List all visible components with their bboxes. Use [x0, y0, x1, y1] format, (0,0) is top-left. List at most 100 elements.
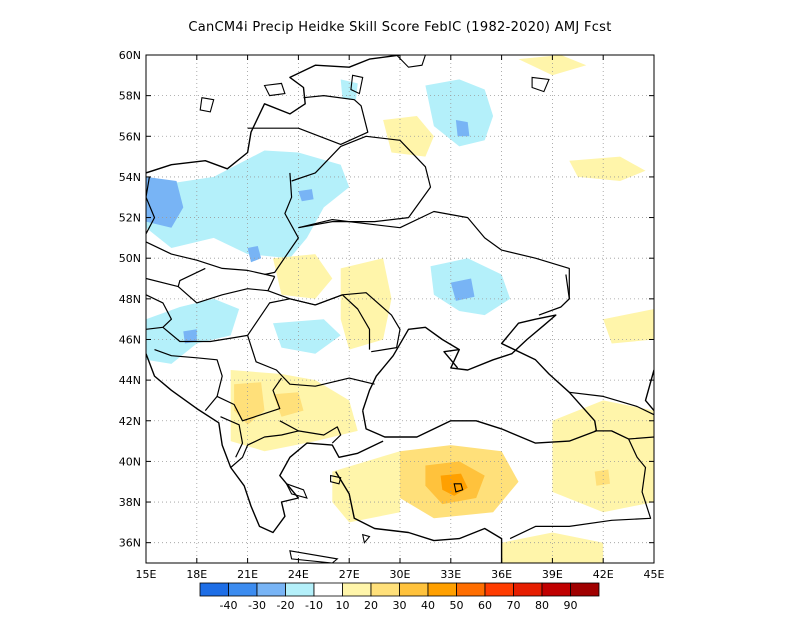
region-blue-west-poland-core [146, 176, 184, 228]
colorbar-label: 50 [450, 599, 464, 612]
border-poland-south [146, 241, 275, 278]
colorbar-cell [313, 582, 343, 597]
border-caucasus [569, 391, 654, 416]
region-blue-baltic-core [455, 120, 470, 137]
tick-label-lon: 39E [542, 568, 563, 581]
colorbar-cell [342, 582, 372, 597]
island-saaremaa [263, 82, 286, 97]
colorbar-cell [256, 582, 286, 597]
colorbar-label: 40 [421, 599, 435, 612]
island-rybinsk-reservoir [531, 76, 550, 93]
country-borders [146, 94, 654, 540]
tick-label-lat: 46N [119, 333, 141, 346]
tick-label-lat: 52N [119, 212, 141, 225]
region-yellow-caucasus [552, 400, 654, 513]
colorbar-cell [399, 582, 429, 597]
islands-and-lakes [199, 55, 550, 563]
region-blue-ukraine-core [450, 278, 475, 301]
tick-label-lat: 50N [119, 252, 141, 265]
tick-label-lat: 40N [119, 455, 141, 468]
colorbar-cell [456, 582, 486, 597]
tick-label-lat: 56N [119, 130, 141, 143]
colorbar-cell [513, 582, 543, 597]
border-greece-north [230, 430, 299, 468]
colorbar-label: 10 [336, 599, 350, 612]
region-yellow-russia-far-north [518, 55, 587, 76]
colorbar-label: 60 [478, 599, 492, 612]
colorbar-cell [541, 582, 571, 597]
colorbar-cell [228, 582, 258, 597]
axis-ticks: 15E 18E 21E 24E 27E 30E 33E 36E 39E 42E 45E 36N 38N 4… [119, 49, 665, 581]
tick-label-lon: 42E [593, 568, 614, 581]
border-bulgaria-south [279, 420, 342, 444]
colorbar-label: -30 [248, 599, 266, 612]
island-gotland [199, 97, 215, 113]
colorbar-cell [427, 582, 457, 597]
colorbar-label: -40 [220, 599, 238, 612]
region-blue-baltic-north [425, 79, 494, 147]
tick-label-lat: 36N [119, 537, 141, 550]
colorbar-label: 20 [364, 599, 378, 612]
tick-label-lon: 24E [288, 568, 309, 581]
region-yellow-russia-north [383, 116, 434, 157]
tick-label-lon: 18E [186, 568, 207, 581]
border-austria-hungary [146, 294, 172, 330]
border-moldova [341, 294, 371, 350]
region-blue-lithuania [340, 79, 358, 100]
island-rhodes [361, 533, 371, 544]
colorbar-cell [370, 582, 400, 597]
region-blue-romania-west [273, 319, 341, 354]
colorbar-label: 90 [564, 599, 578, 612]
tick-label-lon: 36E [491, 568, 512, 581]
island-cyprus-or-lake [453, 483, 464, 493]
tick-label-lat: 54N [119, 171, 141, 184]
region-yellow-ukraine-west [273, 254, 333, 299]
colorbar-cell [484, 582, 514, 597]
border-ukraine-north [298, 210, 570, 308]
region-yellow-east-russia [569, 156, 646, 181]
tick-label-lat: 60N [119, 49, 141, 62]
tick-label-lon: 45E [644, 568, 665, 581]
border-hungary-south [162, 326, 248, 343]
coastlines [146, 55, 654, 563]
border-romania-south [247, 335, 375, 387]
border-albania-macedonia [220, 416, 244, 458]
region-blue-belarus-spot [298, 189, 314, 202]
region-yellow-ukraine-east-edge [603, 309, 654, 344]
border-baltics [247, 94, 369, 145]
border-poland-germany [146, 176, 156, 235]
chart-title: CanCM4i Precip Heidke Skill Score FebIC … [188, 20, 612, 35]
coast-turkey-south-coast [335, 471, 503, 563]
tick-label-lon: 15E [136, 568, 157, 581]
tick-label-lon: 21E [237, 568, 258, 581]
border-czech [146, 267, 206, 288]
island-lake-peipus [350, 74, 364, 95]
tick-label-lon: 27E [339, 568, 360, 581]
island-lesbos [330, 474, 342, 485]
colorbar-label: 30 [393, 599, 407, 612]
island-crete [289, 550, 339, 563]
coast-adriatic-coast [146, 353, 384, 534]
region-yellow-serbia-core [234, 382, 265, 425]
tick-label-lat: 58N [119, 90, 141, 103]
border-russia-ukraine-east [538, 274, 570, 316]
colorbar-label: 70 [507, 599, 521, 612]
colorbar-cell [285, 582, 315, 597]
colorbar-cell [570, 582, 600, 597]
island-euboea [285, 482, 308, 499]
tick-label-lon: 33E [440, 568, 461, 581]
colorbar-label: 80 [535, 599, 549, 612]
coast-baltic-coast [146, 55, 401, 174]
colorbar-label: -20 [277, 599, 295, 612]
region-blue-hungary-core [183, 329, 197, 344]
border-georgia-armenia [611, 430, 654, 440]
gridlines [146, 55, 654, 563]
tick-label-lat: 44N [119, 374, 141, 387]
tick-label-lat: 42N [119, 415, 141, 428]
colorbar-label: -10 [305, 599, 323, 612]
border-poland-east [264, 172, 299, 276]
region-yellow-turkey-west [332, 451, 400, 523]
border-belarus-russia [291, 135, 432, 229]
region-yellow-bulgaria [273, 392, 304, 417]
